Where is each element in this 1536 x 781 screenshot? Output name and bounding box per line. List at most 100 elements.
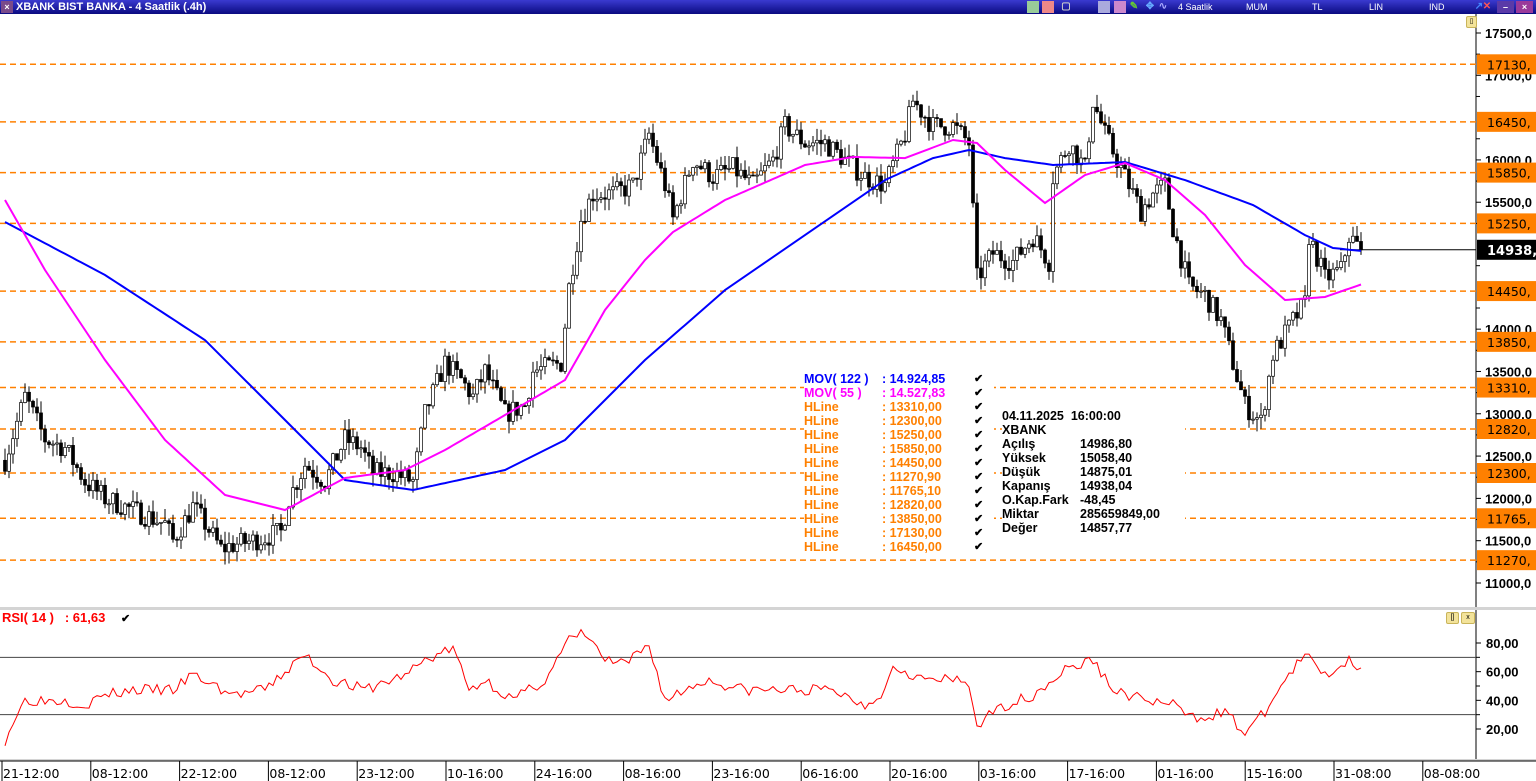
legend-value: : 16450,00	[882, 540, 942, 554]
minimize-button[interactable]: –	[1497, 1, 1514, 13]
candle-body	[43, 428, 47, 443]
candle	[359, 440, 363, 459]
legend-hline[interactable]: HLine: 13850,00 ✔	[804, 512, 988, 526]
candle-body	[595, 198, 599, 202]
hline-label: 11270,	[1477, 550, 1536, 571]
indicator-selector[interactable]: IND	[1429, 2, 1445, 12]
legend-hline[interactable]: HLine: 12300,00 ✔	[804, 414, 988, 428]
candle	[899, 139, 903, 147]
move-icon[interactable]: ✥	[1145, 1, 1155, 12]
check-icon[interactable]: ✔	[974, 443, 984, 455]
candle	[883, 173, 887, 194]
legend-hline[interactable]: HLine: 16450,00 ✔	[804, 540, 988, 554]
candle-body	[831, 141, 835, 157]
rsi-legend[interactable]: RSI( 14 ) : 61,63 ✔	[2, 610, 130, 625]
last-price-bg	[1477, 239, 1536, 260]
close-chart-icon[interactable]: ×	[1, 1, 13, 13]
candle-body	[503, 400, 507, 405]
candle	[467, 380, 471, 405]
check-icon[interactable]: ✔	[974, 415, 984, 427]
check-icon[interactable]: ✔	[974, 541, 984, 553]
candle-body	[819, 139, 823, 145]
chart-icon[interactable]	[1114, 1, 1126, 13]
candle	[131, 490, 135, 518]
check-icon[interactable]: ✔	[120, 613, 131, 625]
legend-hline[interactable]: HLine: 12820,00 ✔	[804, 498, 988, 512]
candle-body	[135, 501, 139, 504]
candle	[1103, 114, 1107, 135]
hline-label: 12300,	[1477, 463, 1536, 483]
check-icon[interactable]: ✔	[974, 527, 984, 539]
candle-body	[1015, 246, 1019, 261]
legend-hline[interactable]: HLine: 15850,00 ✔	[804, 442, 988, 456]
candle-body	[1331, 268, 1335, 281]
tool-icon[interactable]	[1027, 1, 1039, 13]
time-tick-label: 23-16:00	[713, 766, 769, 781]
candle	[543, 348, 547, 375]
candle	[615, 172, 619, 191]
check-icon[interactable]: ✔	[974, 373, 984, 385]
window-icon[interactable]: ▢	[1061, 1, 1071, 12]
candle-body	[891, 160, 895, 167]
tool-icon[interactable]	[1042, 1, 1054, 13]
candle-body	[1219, 316, 1223, 321]
candle-body	[615, 181, 619, 188]
grid-icon[interactable]	[1098, 1, 1110, 13]
legend-hline[interactable]: HLine: 15250,00 ✔	[804, 428, 988, 442]
panel-maximize-button[interactable]: ▯	[1466, 16, 1477, 28]
rsi-maximize-button[interactable]: []	[1446, 612, 1459, 624]
candle-body	[71, 445, 75, 465]
candle	[1267, 374, 1271, 417]
candle	[1235, 361, 1239, 383]
currency-selector[interactable]: TL	[1312, 2, 1323, 12]
candle	[1039, 228, 1043, 259]
price-tick-label: 12000,0	[1485, 491, 1532, 506]
legend-hline[interactable]: HLine: 14450,00 ✔	[804, 456, 988, 470]
candle-body	[51, 443, 55, 446]
check-icon[interactable]: ✔	[974, 429, 984, 441]
candle	[1247, 384, 1251, 428]
info-key: Kapanış	[1002, 479, 1051, 493]
candle-body	[1335, 267, 1339, 270]
candle	[111, 492, 115, 515]
check-icon[interactable]: ✔	[974, 401, 984, 413]
info-key: Miktar	[1002, 507, 1039, 521]
candle-body	[75, 464, 79, 468]
rsi-close-button[interactable]: x	[1461, 612, 1475, 624]
candle	[143, 516, 147, 530]
pencil-icon[interactable]: ✎	[1129, 1, 1139, 12]
close-button[interactable]: ×	[1516, 1, 1533, 13]
legend-hline[interactable]: HLine: 11765,10 ✔	[804, 484, 988, 498]
candle	[183, 509, 187, 538]
arrow-icon[interactable]: ↗	[1474, 1, 1484, 12]
scale-selector[interactable]: LIN	[1369, 2, 1384, 12]
check-icon[interactable]: ✔	[974, 471, 984, 483]
candle-body	[983, 260, 987, 279]
legend-hline[interactable]: HLine: 17130,00 ✔	[804, 526, 988, 540]
check-icon[interactable]: ✔	[974, 499, 984, 511]
candle	[135, 492, 139, 507]
time-tick-label: 20-16:00	[891, 766, 947, 781]
check-icon[interactable]: ✔	[974, 485, 984, 497]
hline-label: 15850,	[1477, 162, 1536, 183]
check-icon[interactable]: ✔	[974, 387, 984, 399]
legend-hline[interactable]: HLine: 11270,90 ✔	[804, 470, 988, 484]
candle	[1075, 144, 1079, 174]
check-icon[interactable]: ✔	[974, 513, 984, 525]
period-selector[interactable]: 4 Saatlik	[1178, 2, 1213, 12]
candle	[175, 536, 179, 548]
chart-type-selector[interactable]: MUM	[1246, 2, 1268, 12]
legend-mov55[interactable]: MOV( 55 ) : 14.527,83 ✔	[804, 386, 988, 400]
candle	[383, 455, 387, 487]
candle	[999, 240, 1003, 268]
wave-icon[interactable]: ∿	[1158, 1, 1168, 12]
price-tick-label: 12500,0	[1485, 449, 1532, 464]
candle-body	[1127, 168, 1131, 190]
candle-body	[731, 157, 735, 169]
tools-icon[interactable]: ✕	[1482, 1, 1492, 12]
candle-body	[1279, 339, 1283, 349]
check-icon[interactable]: ✔	[974, 457, 984, 469]
legend-hline[interactable]: HLine: 13310,00 ✔	[804, 400, 988, 414]
legend-mov122[interactable]: MOV( 122 ) : 14.924,85 ✔	[804, 372, 988, 386]
